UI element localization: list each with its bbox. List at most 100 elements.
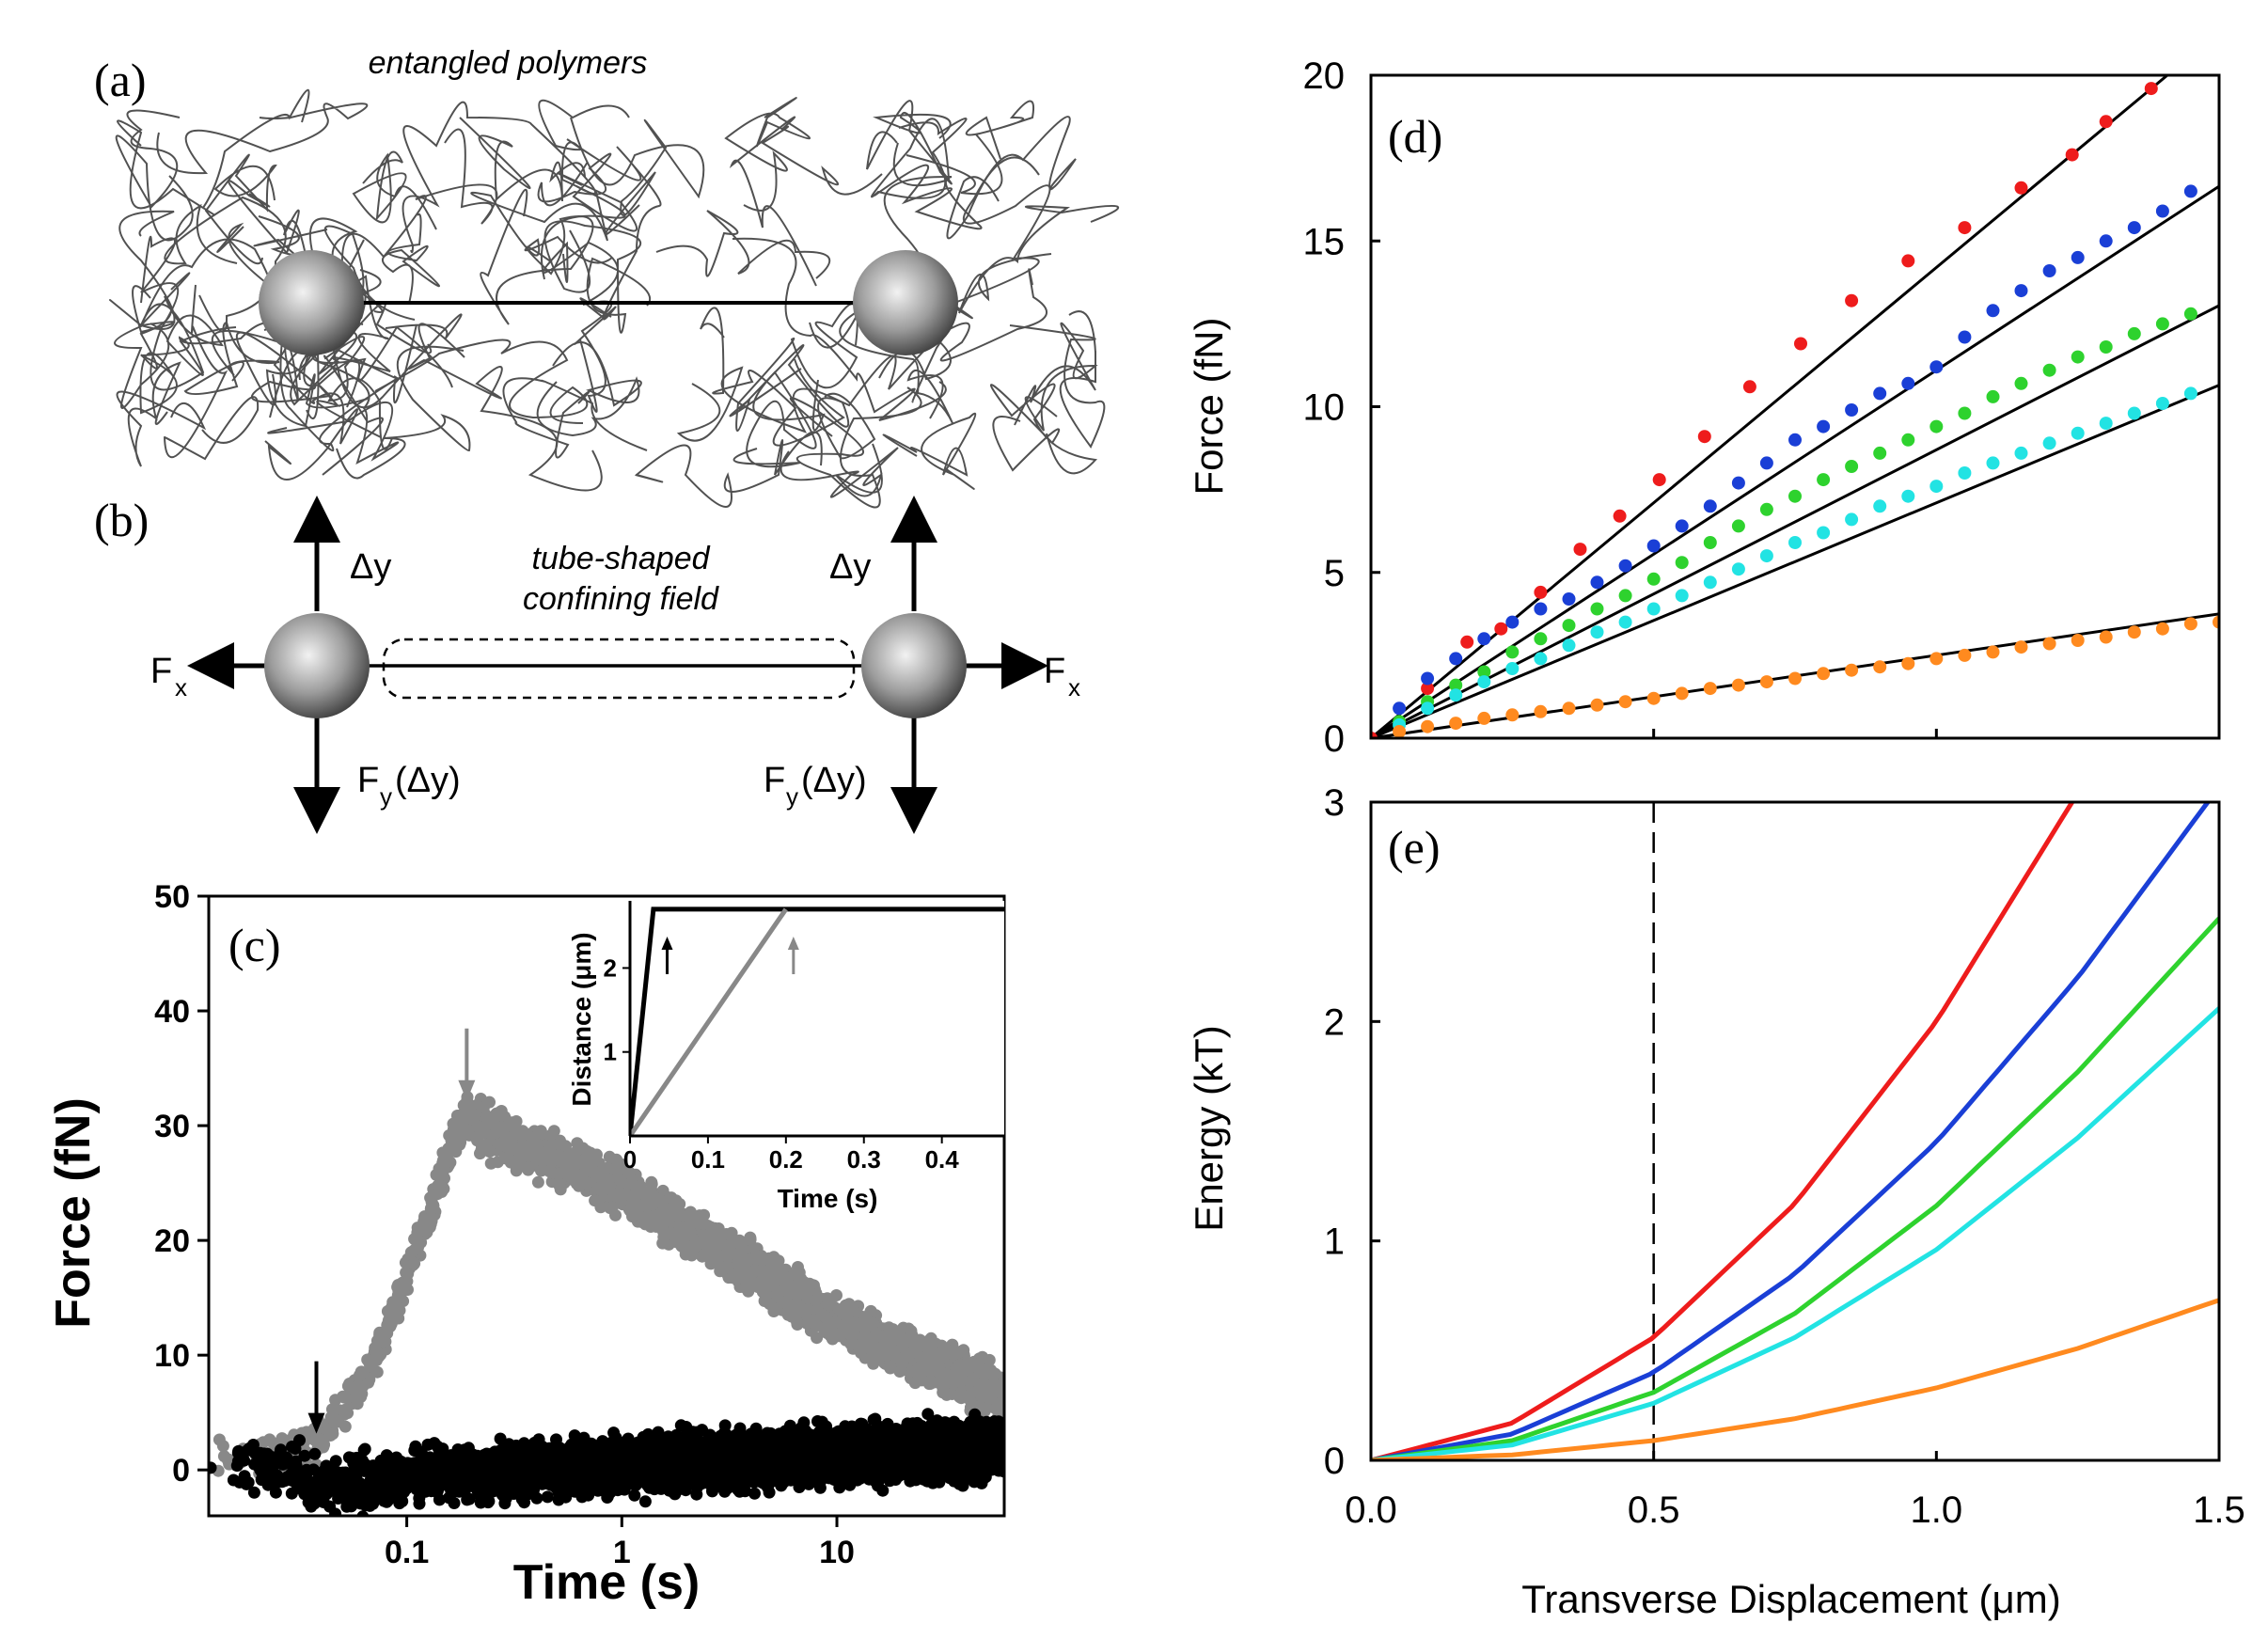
polymer-strand: [109, 210, 176, 334]
fx-left-sub: x: [175, 673, 187, 701]
data-point: [727, 1234, 740, 1247]
data-point: [338, 1391, 351, 1404]
data-point: [364, 1358, 377, 1371]
polymer-strand: [352, 150, 437, 230]
data-point: [988, 1367, 1001, 1380]
data-point: [673, 1197, 686, 1210]
data-point: [552, 1167, 565, 1180]
data-point: [352, 1379, 365, 1393]
data-point: [953, 1364, 967, 1378]
data-point: [389, 1311, 402, 1324]
data-point: [400, 1266, 413, 1279]
data-point: [329, 1507, 342, 1516]
data-point: [721, 1244, 734, 1257]
polymer-strand: [543, 220, 652, 334]
polymer-strand: [263, 325, 358, 481]
data-point: [964, 1375, 977, 1388]
polymer-strand: [536, 340, 642, 437]
data-point: [987, 1383, 1000, 1396]
tube-label-line2: confining field: [523, 581, 719, 617]
polymer-strand: [566, 138, 662, 345]
data-point: [515, 1129, 528, 1143]
data-point: [227, 1474, 240, 1487]
data-point: [908, 1377, 921, 1390]
polymer-strand: [780, 443, 899, 498]
panel-c-plot-area: [209, 1091, 1004, 1516]
data-point: [413, 1224, 425, 1237]
polymer-strand: [729, 116, 883, 287]
polymer-strand: [878, 268, 1047, 381]
polymer-strand: [732, 237, 947, 421]
polymer-strand: [204, 153, 277, 265]
data-point: [690, 1488, 703, 1501]
polymer-strand: [163, 284, 260, 461]
data-point: [522, 1163, 535, 1176]
data-point: [942, 1369, 955, 1382]
tube-confining-field: [382, 638, 856, 700]
polymer-strand: [729, 303, 858, 432]
data-point: [589, 1194, 602, 1207]
data-point: [408, 1257, 421, 1270]
polymer-strand: [989, 383, 1098, 475]
data-point: [862, 1335, 875, 1348]
data-point: [608, 1162, 622, 1175]
data-point: [341, 1379, 354, 1393]
data-point: [655, 1195, 669, 1208]
polymer-strand: [1014, 322, 1098, 432]
data-point: [536, 1155, 549, 1168]
data-point: [424, 1203, 437, 1216]
data-point: [623, 1174, 637, 1187]
data-point: [701, 1245, 715, 1258]
data-point: [329, 1414, 342, 1427]
data-point: [747, 1265, 760, 1278]
polymer-strand: [958, 204, 1120, 314]
polymer-strand: [676, 344, 850, 442]
fy-left-base: F: [357, 761, 379, 800]
polymer-strand: [322, 336, 393, 476]
polymer-strand: [1009, 310, 1106, 449]
data-point: [370, 1346, 384, 1359]
data-point: [921, 1350, 934, 1363]
data-point: [715, 1261, 728, 1273]
polymer-strand: [470, 191, 613, 264]
data-point: [889, 1332, 902, 1346]
data-point: [658, 1216, 670, 1229]
polymer-strand: [156, 102, 369, 175]
fy-label-right: F y (Δy): [764, 761, 867, 811]
polymer-strand: [459, 117, 586, 202]
data-point: [768, 1275, 781, 1288]
data-point: [867, 1357, 880, 1370]
data-point: [641, 1209, 654, 1222]
fy-left-arg: (Δy): [395, 761, 461, 800]
data-point: [386, 1300, 399, 1313]
data-point: [480, 1111, 493, 1124]
data-point: [842, 1324, 855, 1337]
data-point: [732, 1257, 746, 1269]
data-point: [791, 1279, 803, 1292]
data-point: [751, 1281, 764, 1294]
tube-label-line1: tube-shaped: [531, 541, 710, 576]
data-point: [607, 1426, 621, 1440]
data-point: [443, 1143, 456, 1156]
bead-right-b: [861, 613, 967, 718]
panel-b: (b) tube-shaped confining field Δy Δy F …: [94, 494, 1080, 834]
data-point: [474, 1147, 486, 1160]
polymer-strand: [700, 307, 845, 447]
fy-left-sub: y: [380, 782, 392, 811]
polymer-strand: [382, 213, 440, 305]
polymer-strand: [537, 152, 638, 232]
data-point: [767, 1302, 780, 1316]
polymer-strand: [267, 349, 400, 465]
data-point: [547, 1125, 560, 1138]
polymer-strand: [655, 210, 831, 279]
data-point: [509, 1158, 522, 1171]
data-point: [375, 1330, 388, 1343]
panel-a-label: (a): [94, 54, 147, 106]
polymer-strand: [502, 377, 648, 459]
data-point: [811, 1332, 824, 1345]
fx-left-base: F: [150, 652, 172, 691]
data-point: [596, 1184, 609, 1197]
data-point: [349, 1392, 362, 1405]
